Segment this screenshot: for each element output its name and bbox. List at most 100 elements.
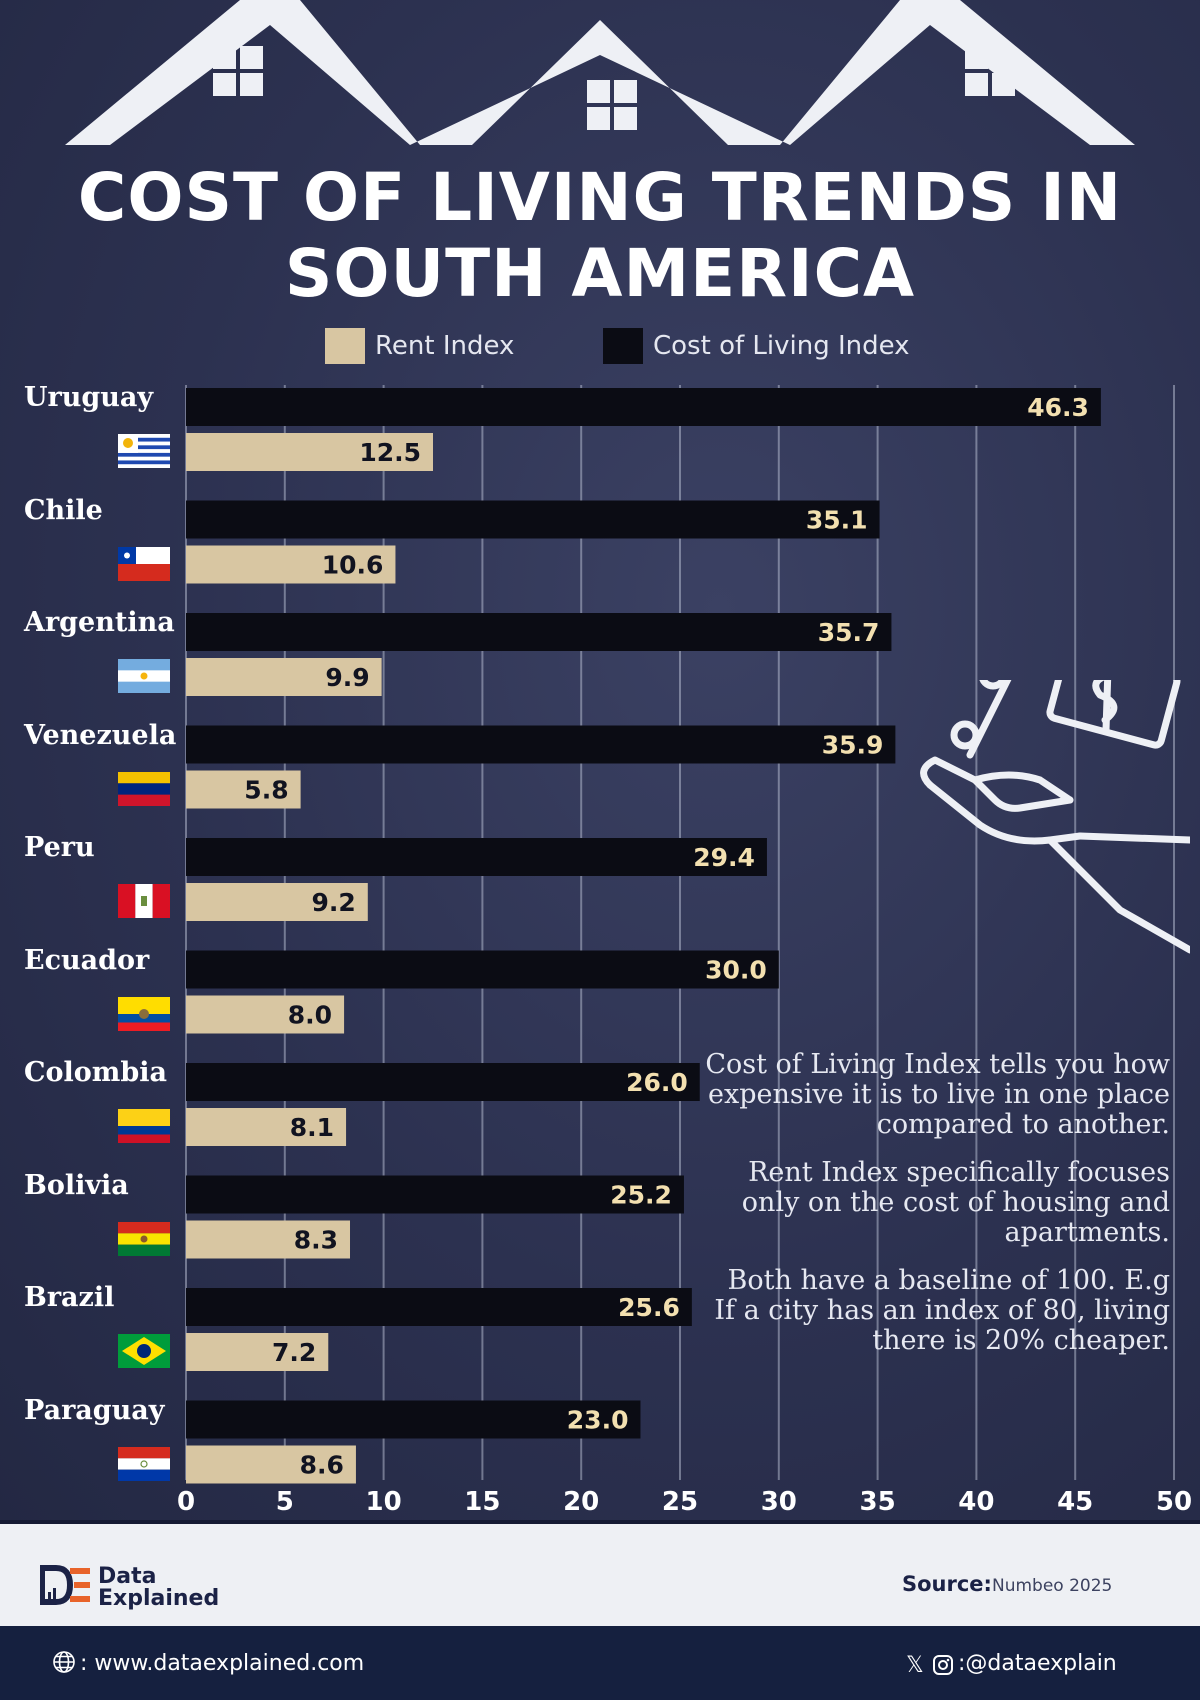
brazil-flag-icon — [118, 1334, 170, 1368]
bar-cost-of-living-bolivia — [186, 1175, 684, 1214]
bar-rent-brazil — [186, 1333, 329, 1371]
x-tick-label-50: 50 — [1156, 1487, 1192, 1517]
bar-rent-bolivia — [186, 1220, 351, 1259]
note-paragraph-2: Rent Index specifically focuses only on … — [741, 1157, 1170, 1248]
data-label-rent-ecuador: 8.0 — [288, 1001, 332, 1030]
x-tick-label-25: 25 — [662, 1487, 698, 1517]
x-tick-label-45: 45 — [1057, 1487, 1093, 1517]
venezuela-flag-icon — [118, 771, 170, 806]
argentina-flag-icon — [118, 659, 170, 693]
x-tick-label-35: 35 — [860, 1487, 896, 1517]
x-tick-label-5: 5 — [276, 1487, 294, 1517]
brand-name: Data Explained — [98, 1566, 219, 1610]
x-icon[interactable]: 𝕏 — [906, 1653, 924, 1678]
x-tick-label-40: 40 — [958, 1487, 994, 1517]
category-label-venezuela: Venezuela — [24, 719, 177, 751]
globe-icon — [53, 1651, 75, 1673]
bar-rent-colombia — [186, 1108, 347, 1146]
data-label-rent-venezuela: 5.8 — [244, 776, 288, 805]
category-label-argentina: Argentina — [24, 607, 175, 638]
index-explanation: Cost of Living Index tells you how expen… — [700, 1050, 1170, 1374]
chart-title-line-2: SOUTH AMERICA — [284, 235, 916, 312]
bar-cost-of-living-peru — [186, 838, 767, 876]
brand-line-2: Explained — [98, 1586, 220, 1611]
bar-cost-of-living-argentina — [186, 613, 892, 651]
data-label-rent-paraguay: 8.6 — [300, 1451, 344, 1480]
website-link[interactable]: : www.dataexplained.com — [80, 1651, 365, 1676]
paraguay-flag-icon — [118, 1446, 170, 1481]
category-label-paraguay: Paraguay — [24, 1394, 165, 1426]
x-tick-label-10: 10 — [366, 1487, 402, 1517]
x-tick-label-0: 0 — [177, 1487, 195, 1517]
bar-rent-paraguay — [186, 1445, 356, 1484]
bar-cost-of-living-colombia — [186, 1063, 700, 1101]
legend-label-rent: Rent Index — [375, 331, 515, 361]
category-label-chile: Chile — [24, 494, 103, 526]
bar-cost-of-living-chile — [186, 500, 880, 539]
x-tick-label-20: 20 — [563, 1487, 599, 1517]
legend-label-cost-of-living: Cost of Living Index — [653, 331, 910, 361]
bar-rent-argentina — [186, 658, 382, 696]
category-label-uruguay: Uruguay — [24, 382, 154, 413]
data-explained-logo — [40, 1565, 90, 1605]
legend-item-rent: Rent Index — [325, 328, 514, 364]
chart-title: COST OF LIVING TRENDS IN SOUTH AMERICA — [0, 160, 1200, 312]
data-label-cost-of-living-paraguay: 23.0 — [567, 1406, 629, 1435]
data-label-cost-of-living-ecuador: 30.0 — [705, 956, 767, 985]
uruguay-flag-icon — [118, 434, 170, 469]
category-label-colombia: Colombia — [24, 1057, 167, 1088]
peru-flag-icon — [118, 884, 170, 918]
data-label-rent-peru: 9.2 — [311, 888, 355, 917]
data-label-cost-of-living-chile: 35.1 — [806, 506, 868, 535]
data-label-rent-bolivia: 8.3 — [294, 1226, 338, 1255]
data-label-rent-brazil: 7.2 — [272, 1338, 316, 1367]
x-tick-label-15: 15 — [464, 1487, 500, 1517]
house-roof-graphic — [65, 0, 1135, 145]
brand-line-1: Data — [98, 1564, 157, 1589]
instagram-icon[interactable] — [932, 1654, 954, 1676]
bar-cost-of-living-brazil — [186, 1288, 692, 1326]
chile-flag-icon — [118, 546, 170, 581]
bar-chart: 0 5 10 15 20 25 30 35 40 45 50 46.3 12.5 35.1 10.6 35.7… — [177, 385, 1192, 1517]
data-label-cost-of-living-argentina: 35.7 — [818, 618, 880, 647]
note-paragraph-3: Both have a baseline of 100. E.g If a ci… — [714, 1265, 1170, 1356]
bar-cost-of-living-ecuador — [186, 950, 779, 989]
data-label-rent-argentina: 9.9 — [325, 663, 369, 692]
bar-rent-peru — [186, 883, 368, 921]
bolivia-flag-icon — [118, 1221, 170, 1256]
data-label-rent-colombia: 8.1 — [290, 1113, 334, 1142]
data-label-rent-chile: 10.6 — [322, 551, 384, 580]
note-paragraph-1: Cost of Living Index tells you how expen… — [705, 1049, 1170, 1140]
bar-cost-of-living-paraguay — [186, 1400, 641, 1439]
data-label-cost-of-living-peru: 29.4 — [693, 843, 755, 872]
source-label: Source: — [902, 1572, 992, 1596]
bar-rent-chile — [186, 545, 396, 584]
category-label-ecuador: Ecuador — [24, 944, 150, 976]
x-tick-label-30: 30 — [761, 1487, 797, 1517]
bar-rent-venezuela — [186, 770, 301, 809]
bar-rent-ecuador — [186, 995, 345, 1034]
bar-rent-uruguay — [186, 433, 433, 471]
data-label-cost-of-living-bolivia: 25.2 — [610, 1181, 672, 1210]
data-label-cost-of-living-brazil: 25.6 — [618, 1293, 680, 1322]
data-label-rent-uruguay: 12.5 — [359, 438, 421, 467]
chart-title-line-1: COST OF LIVING TRENDS IN — [77, 159, 1123, 236]
footer-contact-bar: : www.dataexplained.com 𝕏 :@dataexplain — [0, 1626, 1200, 1700]
bar-cost-of-living-uruguay — [186, 388, 1101, 426]
hand-money-icon — [920, 680, 1190, 954]
category-label-peru: Peru — [24, 832, 95, 863]
category-label-bolivia: Bolivia — [24, 1169, 129, 1201]
chart-legend: Rent Index Cost of Living Index — [0, 328, 1200, 368]
social-handle-link[interactable]: :@dataexplain — [958, 1651, 1117, 1676]
bar-cost-of-living-venezuela — [186, 725, 896, 764]
legend-item-cost-of-living: Cost of Living Index — [603, 328, 910, 364]
data-label-cost-of-living-venezuela: 35.9 — [822, 731, 884, 760]
data-label-cost-of-living-colombia: 26.0 — [626, 1068, 688, 1097]
source-value: Numbeo 2025 — [992, 1576, 1113, 1596]
ecuador-flag-icon — [118, 996, 170, 1031]
legend-swatch-rent — [325, 328, 365, 364]
legend-swatch-cost-of-living — [603, 328, 643, 364]
category-label-brazil: Brazil — [24, 1282, 115, 1313]
infographic-canvas: COST OF LIVING TRENDS IN SOUTH AMERICA R… — [0, 0, 1200, 1520]
data-label-cost-of-living-uruguay: 46.3 — [1027, 393, 1089, 422]
